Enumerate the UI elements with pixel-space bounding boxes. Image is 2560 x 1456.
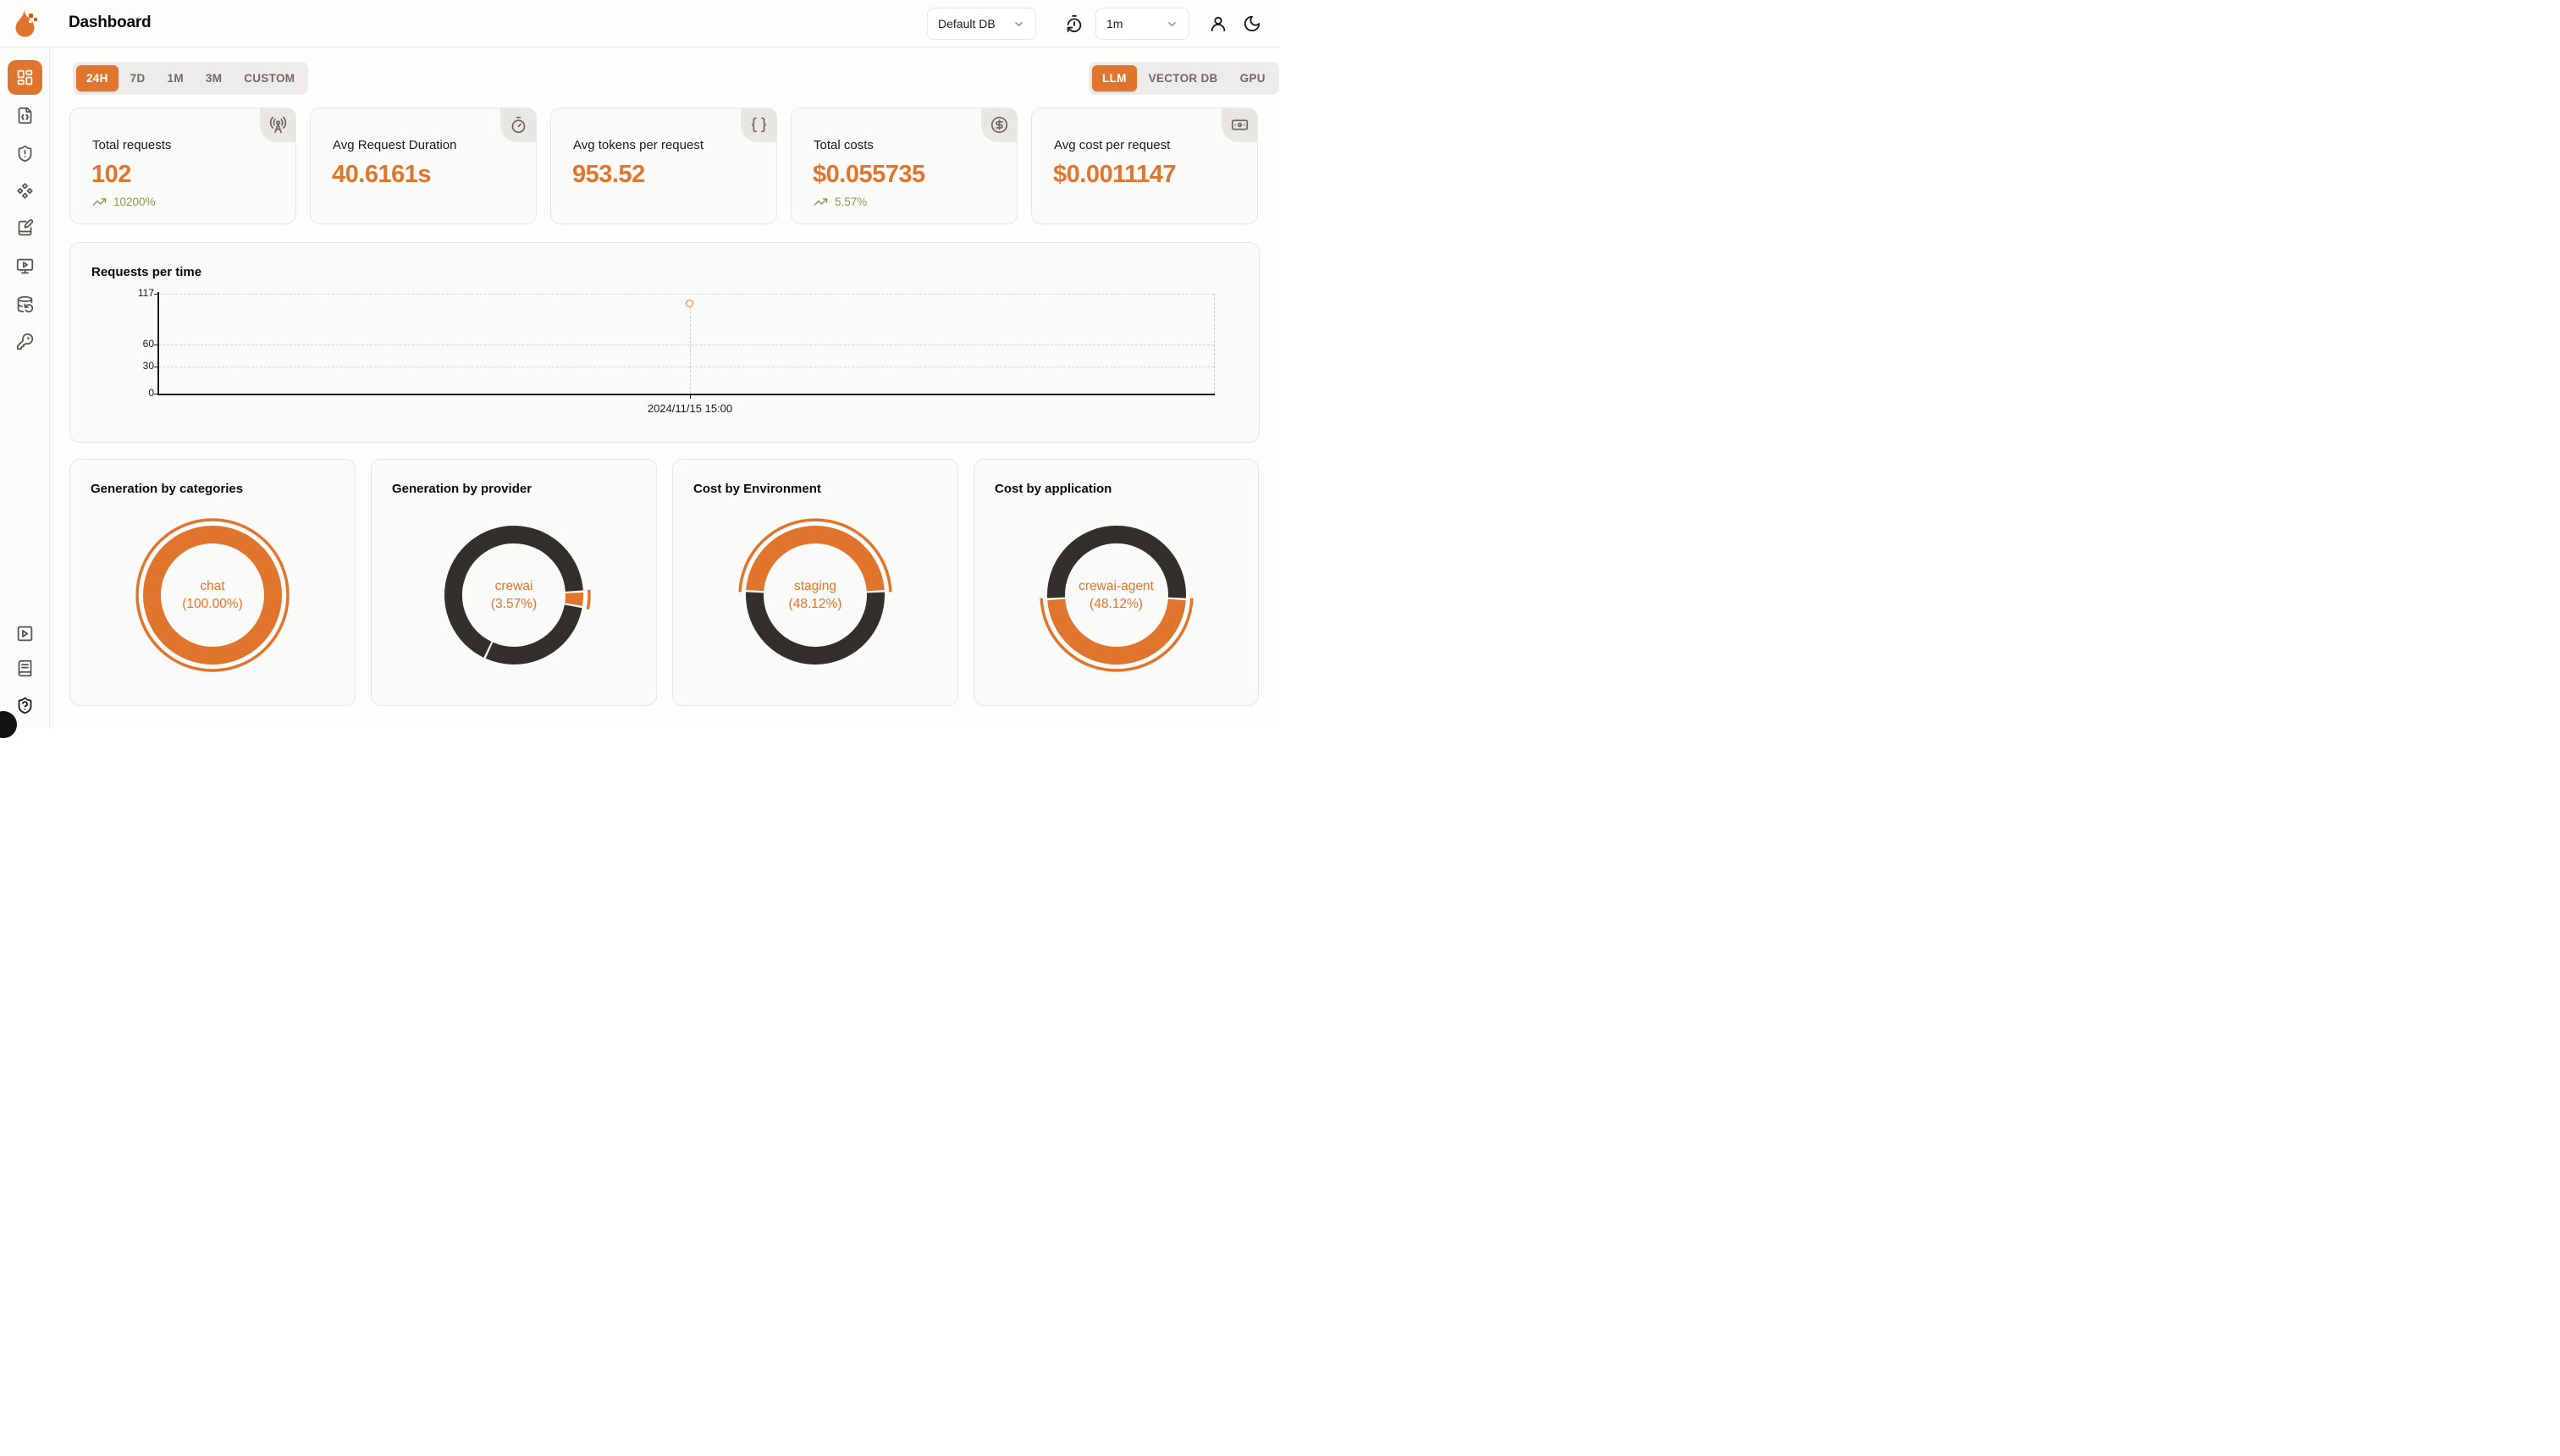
- donut-chart[interactable]: [429, 510, 599, 680]
- shield-question-icon: [18, 697, 32, 714]
- donut-chart[interactable]: [731, 510, 900, 680]
- donut-chart[interactable]: [1032, 510, 1201, 680]
- metric-trend: 10200%: [113, 196, 156, 208]
- donut-title: Generation by categories: [91, 482, 244, 496]
- metric-card-avg-duration: Avg Request Duration 40.6161s: [310, 108, 537, 224]
- refresh-interval-value: 1m: [1106, 17, 1123, 30]
- donut-title: Generation by provider: [392, 482, 532, 496]
- point-guide-line: [690, 307, 691, 394]
- top-header: Dashboard Default DB 1m: [0, 0, 1280, 47]
- gridline-right-edge: [1214, 294, 1215, 394]
- timer-reset-icon[interactable]: [1065, 14, 1084, 33]
- file-code-icon: [18, 107, 32, 124]
- time-range-tabs: 24H 7D 1M 3M CUSTOM: [73, 62, 309, 95]
- metric-card-avg-tokens: Avg tokens per request 953.52: [550, 108, 777, 224]
- trending-up-icon: [814, 198, 828, 206]
- metric-card-avg-cost: Avg cost per request $0.0011147: [1031, 108, 1258, 224]
- y-tick-0: 0: [148, 387, 154, 399]
- tab-1m[interactable]: 1M: [167, 72, 184, 85]
- donut-chart[interactable]: [128, 510, 297, 680]
- metric-label: Total costs: [814, 138, 874, 152]
- user-icon[interactable]: [1209, 14, 1228, 33]
- key-round-icon: [16, 333, 34, 350]
- db-selector[interactable]: Default DB: [927, 8, 1036, 40]
- donut-title: Cost by Environment: [693, 482, 821, 496]
- page-title: Dashboard: [69, 14, 152, 31]
- tab-24h[interactable]: 24H: [76, 65, 119, 91]
- metric-label: Avg Request Duration: [333, 138, 457, 152]
- x-axis: [157, 394, 1215, 395]
- tab-vector-db[interactable]: VECTOR DB: [1148, 72, 1218, 85]
- database-backup-icon: [17, 295, 34, 313]
- trending-up-icon: [92, 198, 107, 206]
- generation-by-provider-card: Generation by provider crewai (3.57%): [371, 459, 657, 706]
- metric-value: 40.6161s: [332, 161, 431, 188]
- sidebar-item-annotations[interactable]: [8, 211, 42, 245]
- sidebar-item-playground[interactable]: [8, 249, 42, 284]
- generation-by-categories-card: Generation by categories chat (100.00%): [69, 459, 356, 706]
- layout-dashboard-icon: [17, 69, 33, 85]
- book-text-icon: [18, 659, 32, 677]
- y-axis: [157, 292, 159, 394]
- y-tick-60: 60: [142, 338, 154, 350]
- metric-value: 102: [91, 161, 131, 188]
- metric-card-total-requests: Total requests 102 10200%: [69, 108, 296, 224]
- sidebar-item-traces[interactable]: [8, 98, 42, 133]
- chevron-down-icon: [1168, 21, 1176, 26]
- data-point[interactable]: [686, 300, 693, 307]
- gridline-117: [158, 294, 1214, 295]
- y-tick-117: 117: [137, 287, 154, 299]
- sidebar-item-help[interactable]: [8, 688, 42, 723]
- category-tabs: LLM VECTOR DB GPU: [1089, 62, 1279, 95]
- corner-widget[interactable]: [0, 711, 17, 738]
- monitor-play-icon: [16, 258, 34, 274]
- requests-per-time-chart-card: Requests per time 117 60 30 0 2024/11/15…: [69, 242, 1260, 443]
- chevron-down-icon: [1015, 21, 1023, 26]
- metric-label: Avg tokens per request: [573, 138, 703, 152]
- chart-title: Requests per time: [91, 265, 202, 279]
- sidebar-item-documentation[interactable]: [8, 651, 42, 686]
- tab-7d[interactable]: 7D: [130, 72, 146, 85]
- metric-value: $0.0011147: [1053, 161, 1177, 188]
- metric-card-total-costs: Total costs $0.055735 5.57%: [791, 108, 1018, 224]
- tab-gpu[interactable]: GPU: [1239, 72, 1266, 85]
- db-selector-value: Default DB: [938, 17, 996, 30]
- sidebar-item-evaluations[interactable]: [8, 136, 42, 171]
- circle-dollar-sign-icon: [990, 116, 1008, 134]
- sidebar-item-demo-videos[interactable]: [8, 616, 42, 651]
- tab-llm[interactable]: LLM: [1092, 65, 1137, 91]
- x-tick-label: 2024/11/15 15:00: [647, 402, 733, 415]
- shield-alert-icon: [18, 145, 32, 163]
- notebook-pen-icon: [18, 219, 34, 236]
- sidebar-item-api-keys[interactable]: [8, 324, 42, 359]
- sidebar-item-dashboard[interactable]: [8, 60, 42, 95]
- metric-trend: 5.57%: [835, 196, 868, 208]
- braces-icon: [751, 117, 767, 133]
- tab-3m[interactable]: 3M: [205, 72, 223, 85]
- cost-by-environment-card: Cost by Environment staging (48.12%): [672, 459, 958, 706]
- banknote-icon: [1231, 119, 1249, 130]
- component-icon: [17, 183, 33, 199]
- dashboard-page: Dashboard Default DB 1m: [0, 0, 1280, 738]
- metric-label: Total requests: [92, 138, 172, 152]
- metric-value: $0.055735: [813, 161, 925, 188]
- sidebar-item-components[interactable]: [8, 174, 42, 208]
- metric-value: 953.52: [572, 161, 645, 188]
- moon-icon[interactable]: [1243, 14, 1261, 33]
- radio-tower-icon: [269, 116, 287, 134]
- cost-by-application-card: Cost by application crewai-agent (48.12%…: [974, 459, 1259, 706]
- app-logo-flame-icon[interactable]: [13, 9, 40, 38]
- donut-title: Cost by application: [995, 482, 1112, 496]
- sidebar-item-datasets[interactable]: [8, 287, 42, 322]
- tab-custom[interactable]: CUSTOM: [244, 72, 295, 85]
- y-tick-30: 30: [142, 360, 154, 372]
- metric-label: Avg cost per request: [1054, 138, 1171, 152]
- timer-icon: [511, 116, 526, 134]
- square-play-icon: [17, 626, 33, 642]
- sidebar: [0, 47, 50, 738]
- refresh-interval-selector[interactable]: 1m: [1095, 8, 1189, 40]
